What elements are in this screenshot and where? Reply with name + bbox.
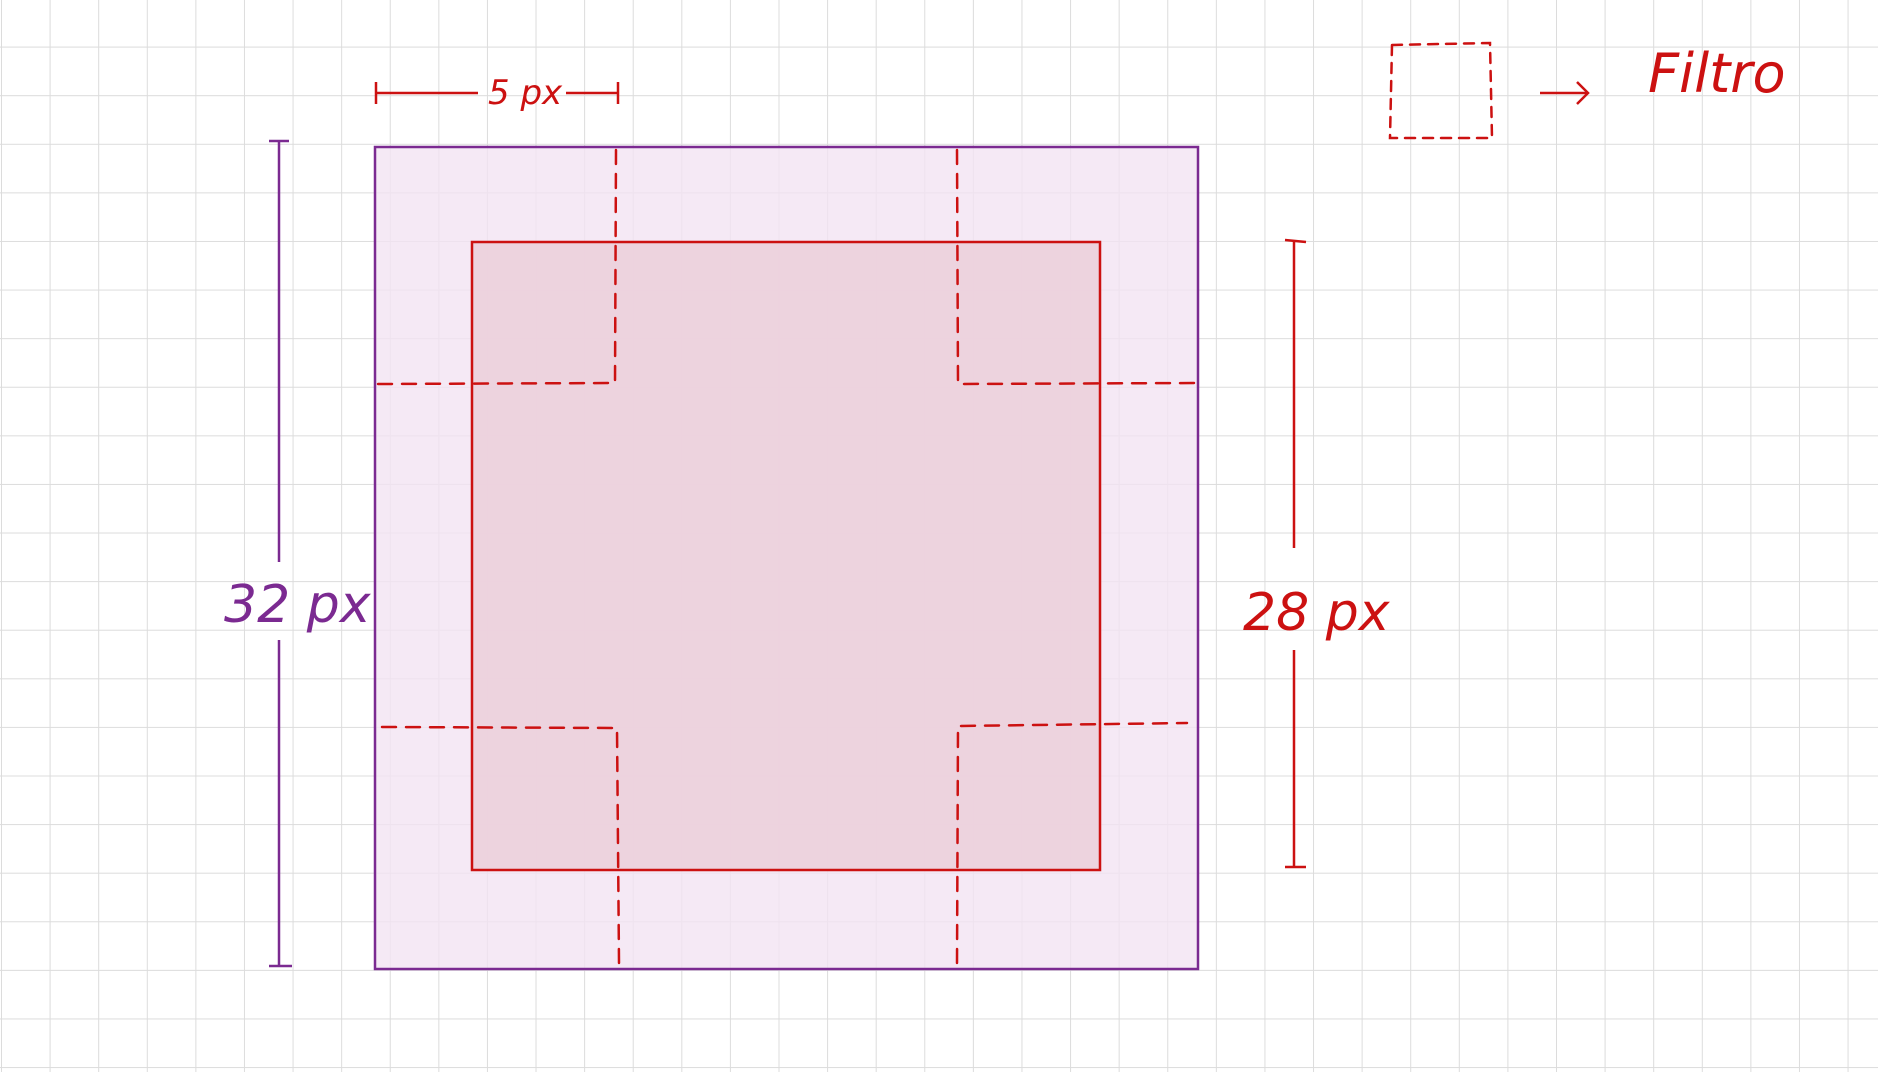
filter-windows [376, 148, 1197, 965]
legend-label: Filtro [1648, 42, 1785, 105]
stride-dimension [374, 82, 620, 104]
filter-bottom-left [380, 725, 621, 965]
outer-dimension [269, 139, 292, 968]
legend-filter-icon [1388, 41, 1494, 140]
legend-arrow-icon [1540, 81, 1590, 105]
inner-square [470, 240, 1102, 872]
filter-top-left [376, 148, 618, 386]
stride-label: 5 px [488, 73, 563, 113]
inner-size-label: 28 px [1243, 583, 1391, 643]
filter-top-right [955, 148, 1197, 386]
outer-size-label: 32 px [224, 575, 372, 635]
inner-dimension [1284, 238, 1307, 869]
filter-bottom-right [955, 721, 1189, 965]
